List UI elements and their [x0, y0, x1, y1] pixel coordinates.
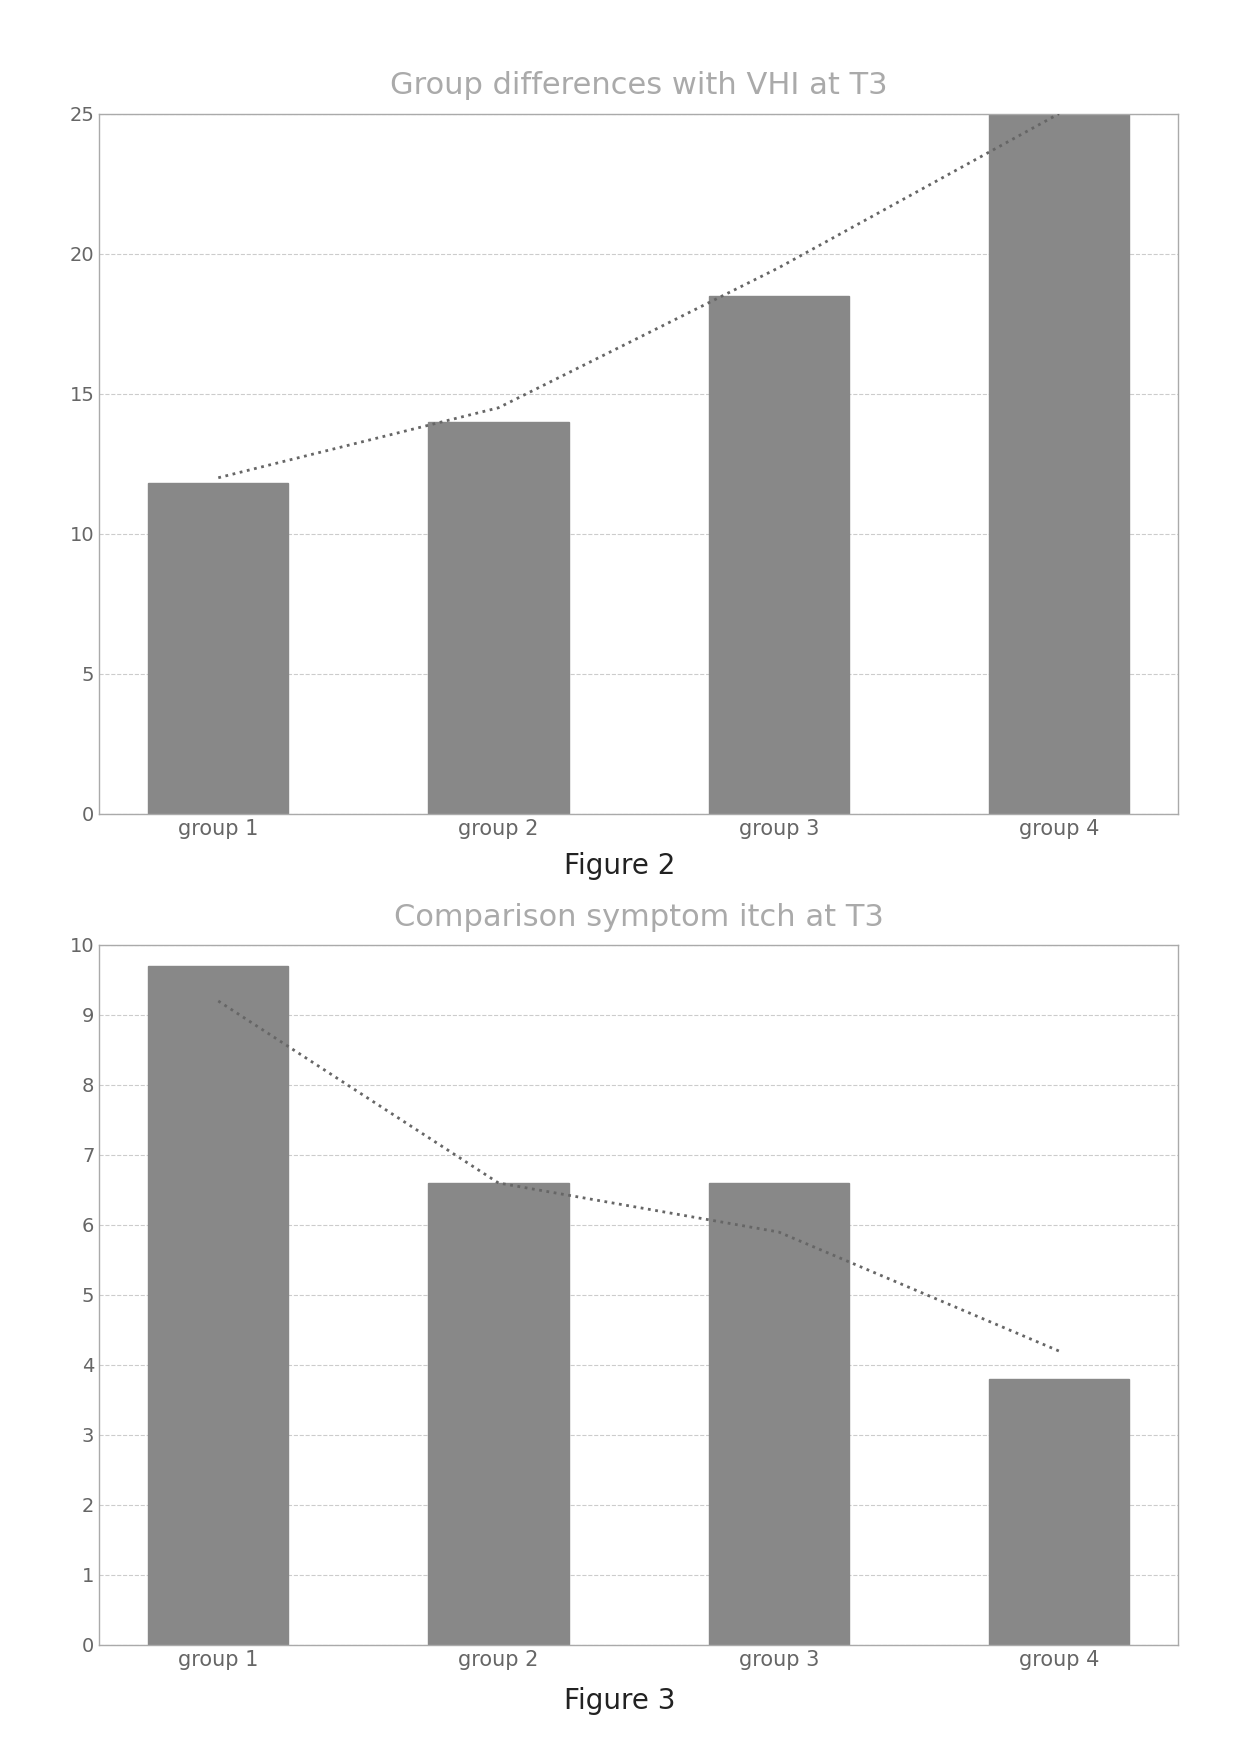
Text: Figure 2: Figure 2 — [564, 852, 676, 880]
Bar — [708, 1183, 848, 1645]
Title: Group differences with VHI at T3: Group differences with VHI at T3 — [389, 72, 888, 100]
Text: Figure 3: Figure 3 — [564, 1687, 676, 1715]
Bar — [708, 296, 848, 814]
Bar — [988, 1379, 1128, 1645]
Bar — [429, 422, 569, 814]
Bar — [149, 483, 289, 814]
Bar — [429, 1183, 569, 1645]
Bar — [149, 966, 289, 1645]
Bar — [988, 114, 1128, 814]
Title: Comparison symptom itch at T3: Comparison symptom itch at T3 — [393, 903, 884, 931]
